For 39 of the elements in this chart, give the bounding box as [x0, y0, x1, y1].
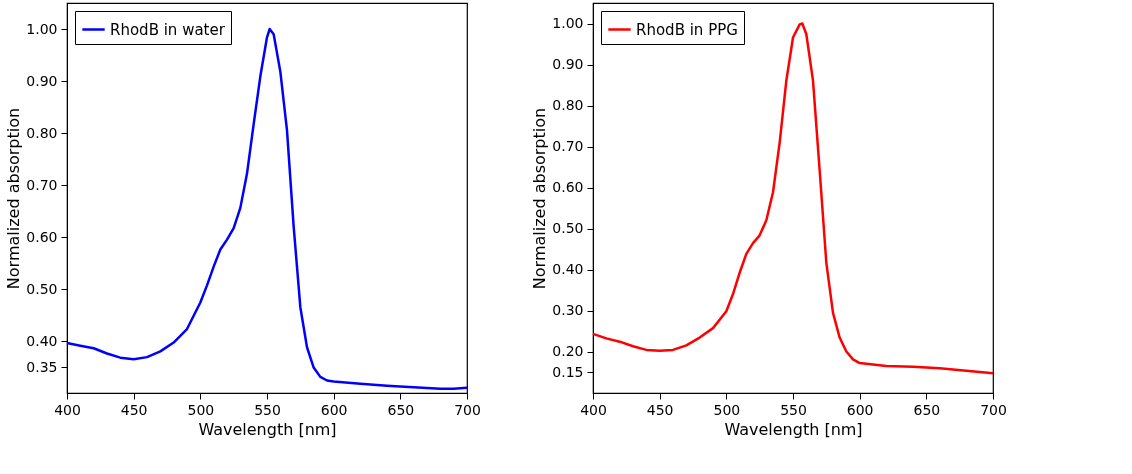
y-tick-label: 0.80: [26, 124, 58, 141]
y-tick-label: 0.20: [552, 343, 584, 360]
y-axis-title: Normalized absorption: [4, 107, 24, 290]
y-tick-label: 0.50: [26, 280, 58, 297]
x-tick-label: 550: [254, 401, 281, 418]
x-tick-label: 400: [580, 401, 607, 418]
x-tick-label: 650: [387, 401, 415, 418]
x-axis-title: Wavelength [nm]: [724, 419, 863, 439]
y-tick-label: 0.90: [26, 72, 58, 89]
x-axis-title: Wavelength [nm]: [198, 419, 337, 439]
x-tick-label: 650: [913, 401, 941, 418]
x-tick-label: 600: [320, 401, 348, 418]
y-tick-label: 0.35: [26, 358, 58, 375]
x-tick-label: 500: [187, 401, 215, 418]
x-tick-label: 400: [54, 401, 81, 418]
y-tick-label: 0.70: [552, 138, 584, 155]
y-tick-label: 0.90: [552, 56, 584, 73]
x-tick-label: 450: [646, 401, 674, 418]
line-series: [591, 22, 995, 375]
x-tick-label: 500: [713, 401, 741, 418]
y-tick-label: 0.50: [552, 220, 584, 237]
legend-label: RhodB in PPG: [636, 20, 738, 39]
y-tick-label: 0.30: [552, 302, 584, 319]
y-tick-label: 0.40: [552, 261, 584, 278]
y-tick-label: 0.70: [26, 176, 58, 193]
x-tick-label: 450: [120, 401, 148, 418]
x-tick-label: 550: [780, 401, 807, 418]
y-tick-label: 1.00: [552, 15, 584, 32]
y-axis-title: Normalized absorption: [530, 107, 550, 290]
y-tick-label: 0.60: [26, 228, 58, 245]
y-tick-label: 1.00: [26, 20, 58, 37]
x-tick-label: 600: [846, 401, 874, 418]
y-tick-label: 0.80: [552, 97, 584, 114]
x-tick-label: 700: [454, 401, 481, 418]
x-tick-label: 700: [980, 401, 1007, 418]
legend-label: RhodB in water: [110, 20, 226, 39]
y-tick-label: 0.60: [552, 179, 584, 196]
y-tick-label: 0.40: [26, 332, 58, 349]
y-tick-label: 0.15: [552, 363, 584, 380]
